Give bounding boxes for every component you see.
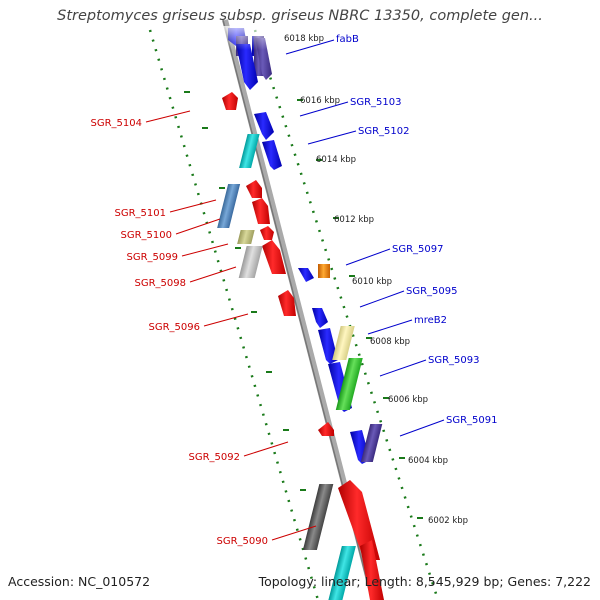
scale-label: 6018 kbp [284,34,324,44]
genome-summary-text: Topology: linear; Length: 8,545,929 bp; … [258,574,591,589]
gene-blocks-forward[interactable] [236,38,383,464]
gene-label-sgr5092[interactable]: SGR_5092 [189,452,241,463]
gene-label-sgr5103[interactable]: SGR_5103 [350,97,402,108]
gene-label-sgr5091[interactable]: SGR_5091 [446,415,498,426]
gene-label-sgr5099[interactable]: SGR_5099 [127,252,179,263]
forward-leader-lines [285,39,445,437]
gene-label-sgr5093[interactable]: SGR_5093 [428,355,480,366]
scale-label: 6004 kbp [408,456,448,466]
gene-label-sgr5097[interactable]: SGR_5097 [392,244,444,255]
forward-gene-labels: fabB SGR_5103 SGR_5102 SGR_5097 SGR_5095… [336,34,498,426]
scale-label: 6014 kbp [316,155,356,165]
gene-label-sgr5096[interactable]: SGR_5096 [149,322,201,333]
scale-label: 6012 kbp [334,215,374,225]
scale-label: 6002 kbp [428,516,468,526]
reverse-gene-labels: SGR_5104 SGR_5101 SGR_5100 SGR_5099 SGR_… [91,118,269,547]
gene-label-fabB[interactable]: fabB [336,34,359,45]
scale-ticks [184,91,423,519]
gene-label-sgr5102[interactable]: SGR_5102 [358,126,410,137]
gene-blocks-reverse[interactable] [217,92,384,600]
map-title: Streptomyces griseus subsp. griseus NBRC… [57,8,543,24]
scale-label: 6010 kbp [352,277,392,287]
gene-label-sgr5104[interactable]: SGR_5104 [91,118,143,129]
gene-label-sgr5095[interactable]: SGR_5095 [406,286,458,297]
accession-text: Accession: NC_010572 [8,574,151,589]
gene-label-sgr5101[interactable]: SGR_5101 [115,208,167,219]
scale-labels: 6018 kbp 6016 kbp 6014 kbp 6012 kbp 6010… [284,34,468,526]
scale-label: 6008 kbp [370,337,410,347]
top-fade [200,26,290,50]
reverse-leader-lines [145,110,317,541]
scale-label: 6016 kbp [300,96,340,106]
gene-label-sgr5090[interactable]: SGR_5090 [217,536,269,547]
gene-label-sgr5100[interactable]: SGR_5100 [121,230,173,241]
gene-label-sgr5098[interactable]: SGR_5098 [135,278,187,289]
scale-label: 6006 kbp [388,395,428,405]
gene-label-mreB2[interactable]: mreB2 [414,315,447,326]
right-scale-line [253,29,440,600]
